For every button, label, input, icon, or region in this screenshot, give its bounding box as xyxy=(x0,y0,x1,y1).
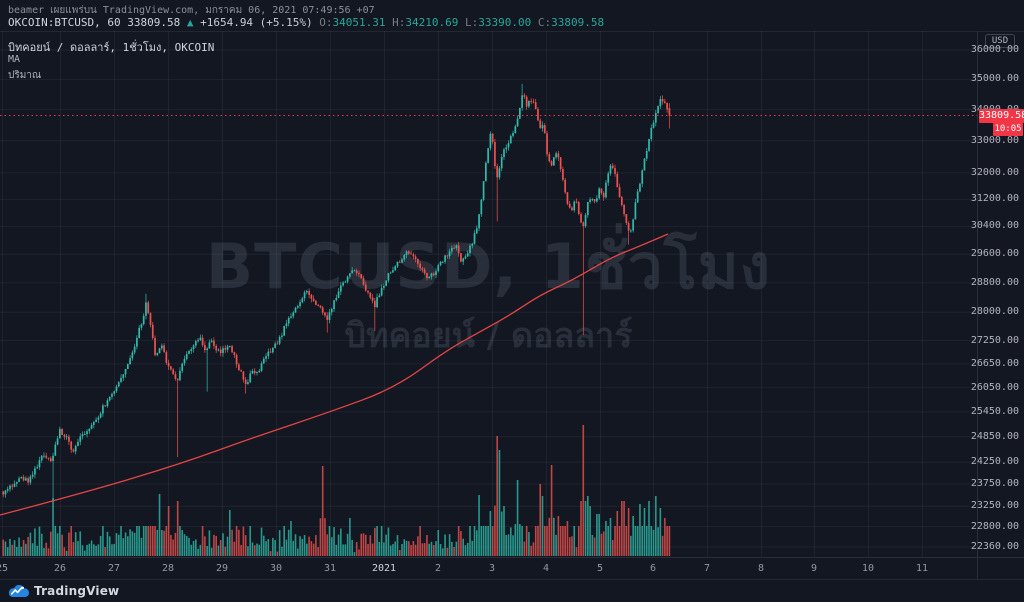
price-tick-label: 36000.00 xyxy=(970,44,1019,55)
close-label: C: xyxy=(537,16,552,29)
publish-byline: beamer เผยแพร่บน TradingView.com, มกราคม… xyxy=(8,5,375,16)
price-tick-label: 23750.00 xyxy=(970,478,1019,490)
time-tick-label: 11 xyxy=(915,563,929,574)
price-tick-label: 28800.00 xyxy=(970,276,1019,288)
change-arrow-icon: ▲ xyxy=(186,16,194,29)
time-tick-label: 2021 xyxy=(371,563,397,574)
price-tick-label: 31200.00 xyxy=(970,193,1019,205)
time-tick-label: 10 xyxy=(861,563,875,574)
time-tick-label: 5 xyxy=(596,563,604,574)
tradingview-logo-icon[interactable] xyxy=(8,584,29,598)
header-divider xyxy=(0,31,1024,32)
last-price-axis-label: 33809.58 xyxy=(979,108,1024,123)
bar-countdown-label: 10:05 xyxy=(993,122,1023,136)
price-tick-label: 25450.00 xyxy=(970,405,1019,417)
time-tick-label: 7 xyxy=(703,563,711,574)
price-tick-label: 26650.00 xyxy=(970,357,1019,369)
price-tick-label: 29600.00 xyxy=(970,248,1019,260)
low-label: L: xyxy=(465,16,479,29)
time-tick-label: 6 xyxy=(649,563,657,574)
time-tick-label: 4 xyxy=(542,563,550,574)
high-value: 34210.69 xyxy=(405,16,459,29)
time-tick-label: 29 xyxy=(215,563,229,574)
price-tick-label: 35000.00 xyxy=(970,73,1019,85)
time-tick-label: 27 xyxy=(107,563,121,574)
price-tick-label: 33000.00 xyxy=(970,134,1019,146)
price-tick-label: 24850.00 xyxy=(970,430,1019,442)
price-tick-label: 22800.00 xyxy=(970,520,1019,532)
price-tick-label: 27250.00 xyxy=(970,334,1019,346)
price-tick-label: 24250.00 xyxy=(970,456,1019,468)
time-tick-label: 30 xyxy=(269,563,283,574)
time-tick-label: 26 xyxy=(53,563,67,574)
time-tick-label: 2 xyxy=(434,563,442,574)
time-tick-label: 3 xyxy=(488,563,496,574)
time-tick-label: 9 xyxy=(810,563,818,574)
price-tick-label: 28000.00 xyxy=(970,306,1019,318)
footer-bar: TradingView xyxy=(0,579,1024,602)
time-tick-label: 31 xyxy=(323,563,337,574)
symbol-name: OKCOIN:BTCUSD, 60 xyxy=(8,16,121,29)
price-tick-label: 32000.00 xyxy=(970,166,1019,178)
price-tick-label: 26050.00 xyxy=(970,381,1019,393)
price-axis[interactable]: USD 36000.0035000.0034000.0033000.003200… xyxy=(971,31,1024,580)
time-axis[interactable]: 25 26 27 28 29 30 31 2021 2 3 4 5 6 7 8 9 10 11 xyxy=(0,557,1024,579)
price-tick-label: 23250.00 xyxy=(970,500,1019,512)
legend-volume-study[interactable]: ปริมาณ xyxy=(8,70,42,81)
open-value: 34051.31 xyxy=(332,16,386,29)
price-tick-label: 30400.00 xyxy=(970,220,1019,232)
time-tick-label: 8 xyxy=(757,563,765,574)
low-value: 33390.00 xyxy=(478,16,532,29)
currency-toggle-button[interactable]: USD xyxy=(985,34,1015,48)
tradingview-brand[interactable]: TradingView xyxy=(34,584,120,598)
high-label: H: xyxy=(392,16,406,29)
close-value: 33809.58 xyxy=(551,16,605,29)
change-value: +1654.94 (+5.15%) xyxy=(200,16,313,29)
symbol-ohlc-line: OKCOIN:BTCUSD, 60 33809.58 ▲ +1654.94 (+… xyxy=(8,16,604,29)
time-tick-label: 28 xyxy=(161,563,175,574)
last-price: 33809.58 xyxy=(127,16,181,29)
open-label: O: xyxy=(319,16,333,29)
legend-ma-study[interactable]: MA xyxy=(8,54,21,65)
legend-symbol-title[interactable]: บิทคอยน์ / ดอลลาร์, 1ชั่วโมง, OKCOIN xyxy=(8,41,215,54)
time-tick-label: 25 xyxy=(0,563,9,574)
price-tick-label: 22360.00 xyxy=(970,540,1019,552)
